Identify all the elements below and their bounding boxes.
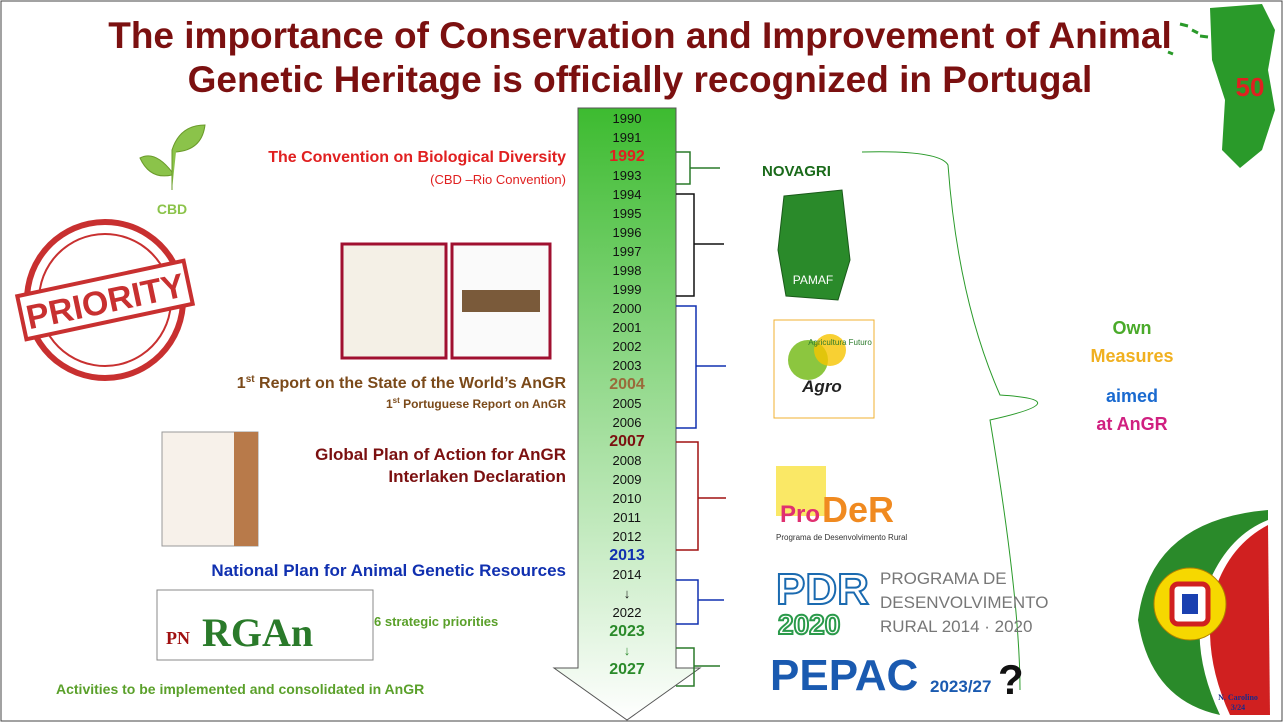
islands [1167, 22, 1209, 56]
year: 1993 [613, 168, 642, 183]
measures-own: Own [1113, 318, 1152, 338]
report-photo [462, 290, 540, 312]
pamaf-logo [777, 189, 851, 301]
year: 2005 [613, 396, 642, 411]
activities: Activities to be implemented and consoli… [56, 681, 424, 697]
question: ? [998, 656, 1024, 703]
year: 2027 [609, 661, 645, 678]
year: 2002 [613, 339, 642, 354]
title: Genetic Heritage is officially recognize… [188, 59, 1093, 100]
author: N. Carolino [1218, 693, 1258, 702]
year: 2013 [609, 547, 645, 564]
proder-square [776, 466, 826, 516]
year: 1998 [613, 263, 642, 278]
pnrgan-note: 6 strategic priorities [374, 614, 498, 629]
pepac: PEPAC [770, 651, 918, 700]
map [1210, 4, 1275, 168]
years: 1990 1991 1992 1993 1994 1995 1996 1997 1998 1999… [609, 111, 645, 678]
pdr-year: 2020 [778, 609, 840, 640]
pamaf-text: PAMAF [793, 273, 833, 287]
cbd-logo-text: CBD [157, 201, 187, 217]
measures-measures: Measures [1090, 346, 1173, 366]
cbd-title: The Convention on Biological Diversity [268, 149, 566, 166]
year: 2009 [613, 472, 642, 487]
agro-name: Agro [801, 377, 842, 396]
year: 1991 [613, 130, 642, 145]
report-title: 1st Report on the State of the World’s A… [237, 374, 567, 392]
agro-circle [814, 334, 846, 366]
agro-small: Agricultura Futuro [808, 338, 872, 347]
emblem [1138, 510, 1270, 715]
pnrgan-logo [156, 589, 374, 661]
pdr-logo: PDR [776, 565, 869, 614]
pepac-years: 2023/27 [930, 677, 991, 696]
year: 1996 [613, 225, 642, 240]
title: The importance of Conservation and Impro… [108, 15, 1172, 56]
year: 1994 [613, 187, 642, 202]
year: 2011 [613, 510, 641, 525]
year: ↓ [624, 586, 631, 601]
measures-at: at AnGR [1096, 414, 1167, 434]
cbd-logo: CBD [139, 124, 206, 217]
pnrgan-pn: PN [166, 628, 190, 648]
brackets [676, 151, 1038, 691]
report-cover [340, 242, 448, 360]
year: ↓ [624, 643, 631, 658]
gpa-subtitle: Interlaken Declaration [388, 467, 566, 486]
year: 2014 [613, 567, 642, 582]
national-plan: National Plan for Animal Genetic Resourc… [211, 561, 566, 580]
report-subtitle: 1st Portuguese Report on AnGR [386, 396, 566, 411]
year: 2006 [613, 415, 642, 430]
year: 2003 [613, 358, 642, 373]
gpa-title: Global Plan of Action for AnGR [315, 445, 566, 464]
year: 2001 [613, 320, 642, 335]
year: 1997 [613, 244, 642, 259]
pdr-line: PROGRAMA DE [880, 569, 1007, 588]
novagri: NOVAGRI [762, 163, 831, 180]
proder-der: DeR [822, 489, 894, 530]
badge: 50 [1236, 72, 1265, 102]
year: 2022 [613, 605, 642, 620]
pdr-line: DESENVOLVIMENTO [880, 593, 1048, 612]
year: 2010 [613, 491, 642, 506]
proder-sub: Programa de Desenvolvimento Rural [776, 533, 907, 542]
year: 2012 [613, 529, 642, 544]
proder-pro: Pro [780, 501, 820, 528]
gpa-cover-edge [234, 432, 258, 546]
page-number: 3/24 [1231, 703, 1245, 712]
year: 1999 [613, 282, 642, 297]
year: 2000 [613, 301, 642, 316]
measures-aimed: aimed [1106, 386, 1158, 406]
year: 1992 [609, 148, 645, 165]
year: 2023 [609, 623, 645, 640]
timeline-arrow [552, 107, 702, 721]
year: 2004 [609, 376, 645, 393]
cbd-subtitle: (CBD –Rio Convention) [430, 172, 566, 187]
pnrgan-rgan: RGAn [202, 610, 313, 655]
year: 2007 [609, 433, 645, 450]
year: 1995 [613, 206, 642, 221]
year: 1990 [613, 111, 642, 126]
year: 2008 [613, 453, 642, 468]
pdr-line: RURAL 2014 · 2020 [880, 617, 1032, 636]
